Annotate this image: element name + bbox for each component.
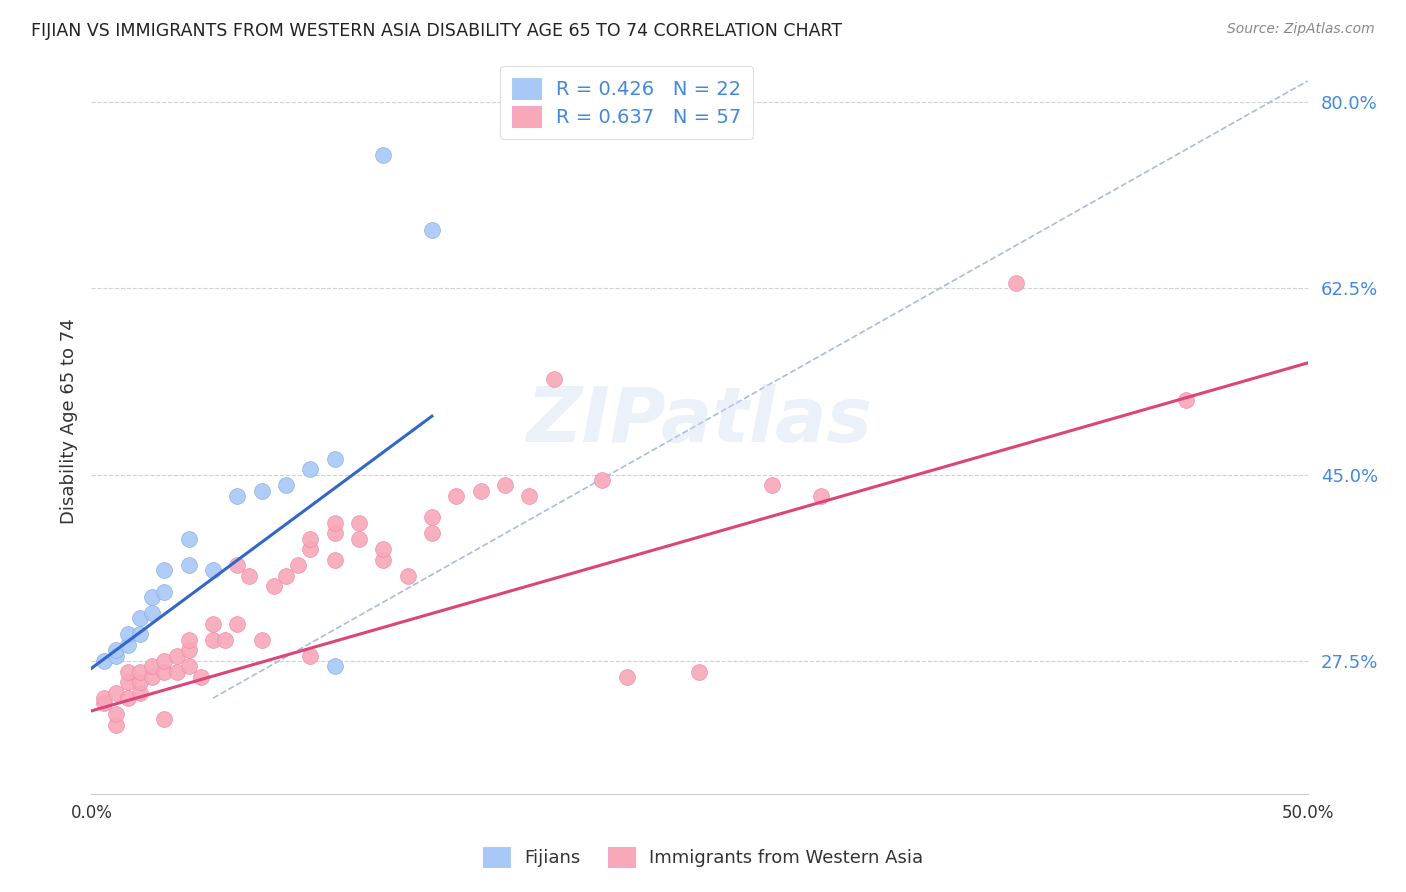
Point — [153, 564, 176, 578]
Point — [810, 489, 832, 503]
Point — [93, 654, 115, 668]
Point — [104, 707, 127, 722]
Point — [323, 516, 346, 530]
Point — [274, 478, 297, 492]
Point — [688, 665, 710, 679]
Point — [202, 632, 225, 647]
Point — [396, 568, 419, 582]
Point — [153, 665, 176, 679]
Point — [287, 558, 309, 573]
Point — [761, 478, 783, 492]
Point — [444, 489, 467, 503]
Point — [129, 686, 152, 700]
Point — [141, 590, 163, 604]
Point — [299, 532, 322, 546]
Point — [323, 451, 346, 466]
Point — [373, 148, 395, 162]
Point — [117, 691, 139, 706]
Point — [250, 483, 273, 498]
Point — [274, 568, 297, 582]
Point — [347, 516, 370, 530]
Point — [117, 638, 139, 652]
Point — [517, 489, 540, 503]
Point — [543, 372, 565, 386]
Y-axis label: Disability Age 65 to 74: Disability Age 65 to 74 — [59, 318, 77, 524]
Point — [104, 717, 127, 731]
Point — [347, 532, 370, 546]
Point — [1175, 393, 1198, 408]
Point — [373, 553, 395, 567]
Point — [373, 542, 395, 557]
Point — [177, 632, 200, 647]
Point — [129, 675, 152, 690]
Point — [263, 579, 285, 593]
Point — [129, 611, 152, 625]
Point — [117, 665, 139, 679]
Point — [93, 691, 115, 706]
Point — [104, 686, 127, 700]
Point — [93, 697, 115, 711]
Point — [202, 564, 225, 578]
Point — [420, 223, 443, 237]
Point — [166, 648, 188, 663]
Point — [129, 627, 152, 641]
Point — [226, 558, 249, 573]
Point — [299, 462, 322, 476]
Point — [141, 606, 163, 620]
Point — [129, 665, 152, 679]
Point — [238, 568, 260, 582]
Point — [323, 553, 346, 567]
Text: ZIPatlas: ZIPatlas — [526, 384, 873, 458]
Legend: R = 0.426   N = 22, R = 0.637   N = 57: R = 0.426 N = 22, R = 0.637 N = 57 — [501, 66, 754, 139]
Point — [153, 712, 176, 726]
Point — [177, 532, 200, 546]
Point — [177, 659, 200, 673]
Point — [226, 616, 249, 631]
Point — [591, 473, 613, 487]
Point — [323, 659, 346, 673]
Point — [299, 542, 322, 557]
Point — [117, 675, 139, 690]
Point — [190, 670, 212, 684]
Point — [470, 483, 492, 498]
Point — [202, 616, 225, 631]
Point — [141, 659, 163, 673]
Point — [323, 526, 346, 541]
Point — [299, 648, 322, 663]
Point — [104, 648, 127, 663]
Point — [177, 643, 200, 657]
Point — [153, 584, 176, 599]
Text: FIJIAN VS IMMIGRANTS FROM WESTERN ASIA DISABILITY AGE 65 TO 74 CORRELATION CHART: FIJIAN VS IMMIGRANTS FROM WESTERN ASIA D… — [31, 22, 842, 40]
Point — [420, 510, 443, 524]
Point — [166, 665, 188, 679]
Text: Source: ZipAtlas.com: Source: ZipAtlas.com — [1227, 22, 1375, 37]
Point — [250, 632, 273, 647]
Point — [177, 558, 200, 573]
Point — [153, 654, 176, 668]
Point — [104, 643, 127, 657]
Point — [420, 526, 443, 541]
Legend: Fijians, Immigrants from Western Asia: Fijians, Immigrants from Western Asia — [475, 839, 931, 874]
Point — [494, 478, 516, 492]
Point — [214, 632, 236, 647]
Point — [226, 489, 249, 503]
Point — [616, 670, 638, 684]
Point — [141, 670, 163, 684]
Point — [1004, 276, 1026, 290]
Point — [117, 627, 139, 641]
